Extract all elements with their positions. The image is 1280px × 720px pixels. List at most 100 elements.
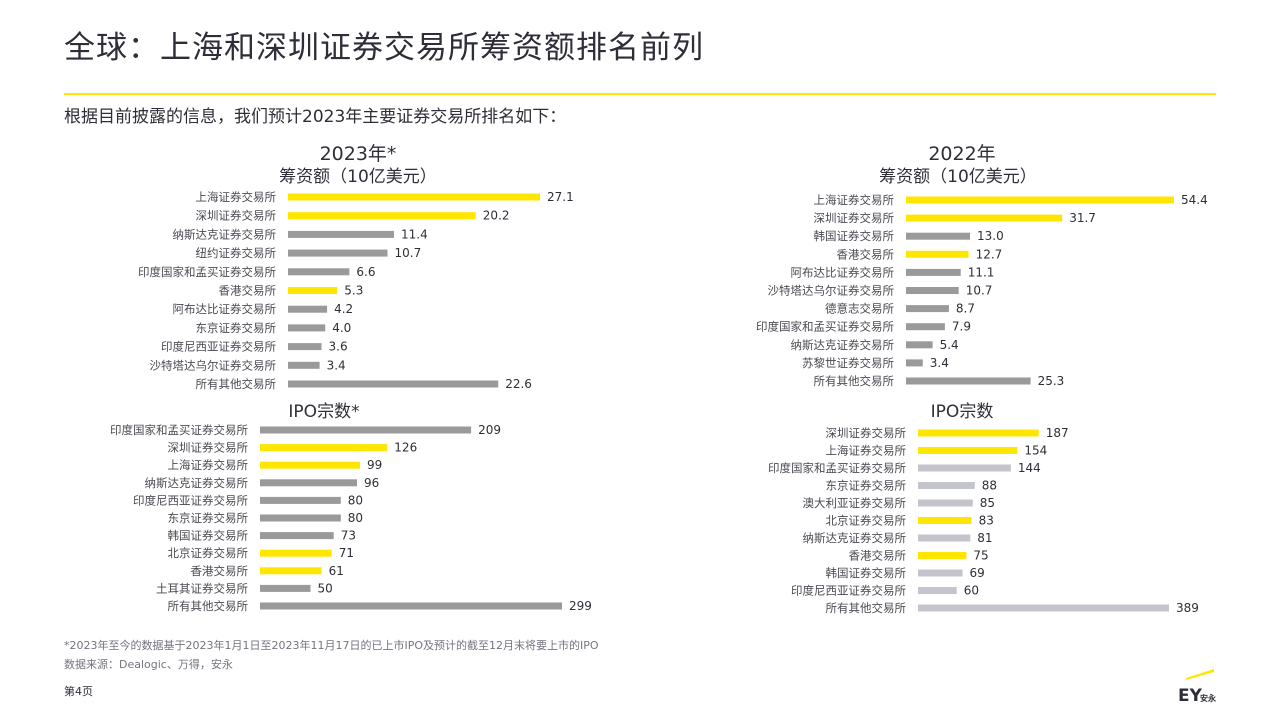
bar (906, 359, 923, 367)
title-divider (64, 93, 1216, 95)
data-label: 154 (1024, 444, 1047, 458)
bar (288, 343, 322, 351)
bar (918, 482, 975, 489)
category-label: 印度国家和孟买证券交易所 (138, 265, 276, 279)
bar (918, 447, 1018, 454)
category-label: 深圳证券交易所 (814, 211, 895, 225)
bar (288, 212, 476, 220)
data-label: 8.7 (956, 302, 975, 316)
category-label: 深圳证券交易所 (168, 441, 249, 455)
bar (906, 287, 959, 294)
bar (918, 552, 967, 559)
ey-logo: EY 安永 (1178, 669, 1216, 704)
category-label: 香港交易所 (191, 564, 249, 578)
page-title: 全球：上海和深圳证券交易所筹资额排名前列 (64, 30, 704, 66)
data-label: 12.7 (976, 247, 1003, 261)
bar (906, 214, 1063, 222)
page-subtitle: 根据目前披露的信息，我们预计2023年主要证券交易所排名如下： (64, 107, 567, 127)
bar (288, 287, 338, 294)
page-number: 第4页 (64, 685, 93, 698)
data-label: 144 (1018, 461, 1041, 475)
data-label: 99 (367, 458, 382, 472)
category-label: 上海证券交易所 (814, 193, 895, 207)
bar (918, 534, 971, 542)
bar (906, 305, 949, 313)
data-label: 22.6 (505, 377, 532, 391)
data-label: 85 (980, 496, 995, 510)
category-label: 沙特塔达乌尔证券交易所 (768, 284, 895, 298)
bar (918, 604, 1169, 612)
bar (288, 361, 320, 369)
bar (260, 567, 322, 575)
category-label: 北京证券交易所 (826, 514, 907, 528)
data-label: 80 (348, 493, 363, 507)
chart-2023-ipo-count: IPO宗数* 印度国家和孟买证券交易所 209 深圳证券交易所 126 上海证券交易所 99… (110, 402, 592, 613)
category-label: 阿布达比证券交易所 (173, 302, 277, 316)
category-label: 东京证券交易所 (168, 511, 249, 525)
data-label: 13.0 (977, 229, 1004, 243)
bar (288, 230, 394, 238)
category-label: 香港交易所 (849, 549, 907, 563)
data-label: 73 (341, 529, 356, 543)
data-label: 3.6 (329, 340, 348, 354)
bar (288, 305, 328, 313)
bar (260, 584, 311, 592)
category-label: 上海证券交易所 (168, 458, 249, 472)
category-label: 深圳证券交易所 (196, 209, 277, 223)
data-label: 3.4 (930, 356, 949, 370)
category-label: 印度尼西亚证券交易所 (161, 340, 276, 354)
data-label: 75 (973, 549, 988, 563)
bar (260, 479, 357, 487)
chart-group-label: 2023年* (320, 143, 397, 165)
category-label: 苏黎世证券交易所 (802, 356, 894, 370)
data-label: 60 (964, 584, 979, 598)
category-label: 阿布达比证券交易所 (791, 265, 895, 279)
data-label: 10.7 (966, 284, 993, 298)
data-label: 50 (318, 581, 333, 595)
category-label: 东京证券交易所 (196, 321, 277, 335)
category-label: 纽约证券交易所 (196, 246, 277, 260)
bar (260, 461, 360, 469)
data-label: 61 (329, 564, 344, 578)
bar (260, 532, 334, 540)
bar (288, 249, 388, 257)
category-label: 印度国家和孟买证券交易所 (768, 461, 906, 475)
bar (906, 268, 961, 276)
category-label: 纳斯达克证券交易所 (791, 338, 895, 352)
data-label: 3.4 (327, 358, 346, 372)
chart-title: 筹资额（10亿美元） (279, 167, 437, 187)
data-label: 7.9 (952, 320, 971, 334)
category-label: 澳大利亚证券交易所 (803, 496, 907, 510)
chart-title: IPO宗数* (288, 402, 359, 422)
category-label: 印度国家和孟买证券交易所 (110, 423, 248, 437)
bar (906, 377, 1031, 385)
chart-group-label: 2022年 (928, 143, 995, 165)
chart-title: IPO宗数 (931, 402, 994, 422)
bar (288, 324, 326, 332)
category-label: 东京证券交易所 (826, 479, 907, 493)
data-label: 5.3 (344, 284, 363, 298)
category-label: 土耳其证券交易所 (156, 581, 248, 595)
bar (906, 341, 933, 349)
category-label: 印度尼西亚证券交易所 (791, 584, 906, 598)
category-label: 香港交易所 (837, 247, 895, 261)
data-label: 4.0 (332, 321, 351, 335)
bar (918, 587, 957, 594)
category-label: 纳斯达克证券交易所 (173, 227, 277, 241)
category-label: 深圳证券交易所 (826, 426, 907, 440)
category-label: 所有其他交易所 (196, 377, 277, 391)
bar (260, 444, 388, 452)
data-label: 5.4 (940, 338, 959, 352)
bar (288, 193, 540, 201)
category-label: 所有其他交易所 (826, 601, 907, 615)
bar (918, 569, 963, 577)
bar (918, 429, 1039, 437)
data-label: 96 (364, 476, 379, 490)
bar (906, 196, 1174, 204)
category-label: 德意志交易所 (825, 302, 894, 316)
ey-logo-text: EY (1178, 686, 1203, 704)
category-label: 印度尼西亚证券交易所 (133, 493, 248, 507)
category-label: 韩国证券交易所 (814, 229, 895, 243)
